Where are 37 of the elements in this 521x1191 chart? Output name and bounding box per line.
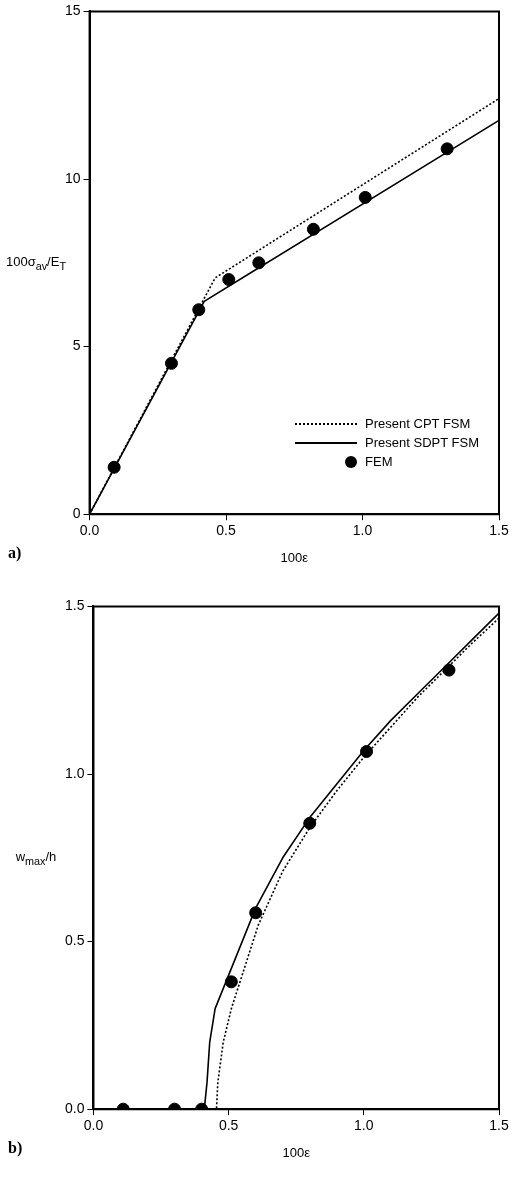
x-axis-title: 100ε bbox=[280, 550, 309, 566]
point bbox=[164, 356, 178, 370]
y-tick-label: 10 bbox=[64, 169, 81, 186]
x-tick-label: 1.5 bbox=[489, 1117, 509, 1134]
point bbox=[442, 663, 456, 677]
point bbox=[192, 303, 206, 317]
point bbox=[224, 975, 238, 989]
y-tick-label: 0.5 bbox=[64, 932, 85, 949]
point bbox=[252, 256, 266, 270]
x-tick-label: 0.5 bbox=[218, 1117, 239, 1134]
x-tick-label: 1.0 bbox=[354, 1117, 374, 1134]
y-axis-title: 100σ$_{av}$/E$_{T}$ bbox=[4, 254, 68, 272]
point bbox=[303, 816, 317, 830]
y-tick-label: 1.0 bbox=[64, 764, 85, 781]
y-tick-label: 0 bbox=[72, 505, 81, 522]
x-tick-label: 0.5 bbox=[216, 522, 236, 539]
legend-label: Present SDPT FSM bbox=[365, 435, 479, 451]
y-tick-label: 1.5 bbox=[64, 597, 85, 614]
point bbox=[222, 273, 236, 287]
point bbox=[360, 745, 374, 759]
legend-label: Present CPT FSM bbox=[365, 416, 471, 432]
x-tick-label: 0.0 bbox=[83, 1117, 104, 1134]
x-axis-title: 100ε bbox=[282, 1145, 310, 1161]
point bbox=[358, 190, 372, 204]
text: a) bbox=[8, 544, 22, 563]
y-axis-title: w$_{max}$/h bbox=[14, 849, 58, 867]
point bbox=[107, 460, 121, 474]
y-tick-label: 5 bbox=[72, 337, 81, 354]
text: b) bbox=[8, 1139, 23, 1158]
point bbox=[249, 906, 263, 920]
x-tick-label: 1.0 bbox=[352, 522, 373, 539]
x-tick-label: 1.5 bbox=[489, 522, 509, 539]
point bbox=[440, 142, 454, 156]
y-tick-label: 15 bbox=[64, 2, 81, 19]
y-tick-label: 0.0 bbox=[64, 1100, 85, 1117]
point bbox=[306, 222, 320, 236]
legend-label: FEM bbox=[365, 454, 393, 470]
